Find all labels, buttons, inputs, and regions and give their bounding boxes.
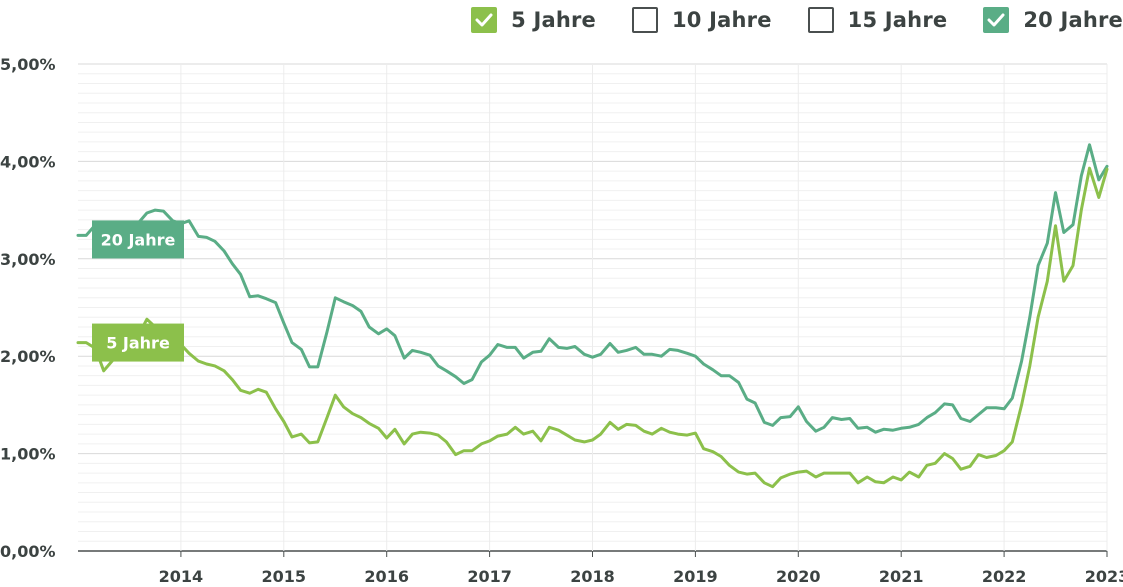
series-lines <box>76 143 1109 489</box>
legend-label: 15 Jahre <box>847 8 948 32</box>
checkbox-unchecked-icon[interactable] <box>631 7 658 33</box>
x-tick-label: 2021 <box>879 567 924 586</box>
series-label-box-5-jahre <box>92 323 184 362</box>
x-axis: 2014 2015 2016 2017 2018 2019 2020 2021 2022 2023 <box>159 551 1123 586</box>
series-labels: 20 Jahre 5 Jahre <box>92 220 184 362</box>
series-label-box-20-jahre <box>92 220 184 259</box>
x-tick-label: 2018 <box>570 567 615 586</box>
y-tick-label: 3,00% <box>0 250 56 269</box>
x-tick-label: 2020 <box>776 567 821 586</box>
checkbox-checked-icon[interactable] <box>471 7 498 33</box>
checkbox-checked-icon[interactable] <box>983 7 1010 33</box>
y-tick-label: 2,00% <box>0 347 56 366</box>
y-tick-label: 0,00% <box>0 542 56 561</box>
x-tick-label: 2022 <box>982 567 1027 586</box>
y-tick-label: 4,00% <box>0 152 56 171</box>
series-line-5-jahre <box>76 166 1109 489</box>
legend: 5 Jahre 10 Jahre 15 Jahre 20 Jahre <box>471 3 1123 37</box>
legend-item-20-jahre[interactable]: 20 Jahre <box>983 7 1123 33</box>
legend-label: 10 Jahre <box>671 8 772 32</box>
legend-label: 5 Jahre <box>511 8 596 32</box>
y-axis: 0,00% 1,00% 2,00% 3,00% 4,00% 5,00% <box>0 55 56 561</box>
y-tick-label: 1,00% <box>0 445 56 464</box>
legend-item-10-jahre[interactable]: 10 Jahre <box>631 7 772 33</box>
x-tick-label: 2023 <box>1085 567 1123 586</box>
vertical-gridlines <box>180 64 1108 551</box>
legend-item-15-jahre[interactable]: 15 Jahre <box>807 7 948 33</box>
series-line-20-jahre <box>76 143 1109 434</box>
x-tick-label: 2016 <box>364 567 409 586</box>
x-tick-label: 2014 <box>159 567 204 586</box>
checkbox-unchecked-icon[interactable] <box>807 7 834 33</box>
x-tick-label: 2015 <box>262 567 307 586</box>
legend-label: 20 Jahre <box>1023 8 1123 32</box>
x-tick-label: 2017 <box>467 567 512 586</box>
series-label-5-jahre: 5 Jahre <box>106 334 170 353</box>
legend-item-5-jahre[interactable]: 5 Jahre <box>471 7 596 33</box>
x-tick-label: 2019 <box>673 567 718 586</box>
y-tick-label: 5,00% <box>0 55 56 74</box>
series-label-20-jahre: 20 Jahre <box>101 230 176 249</box>
